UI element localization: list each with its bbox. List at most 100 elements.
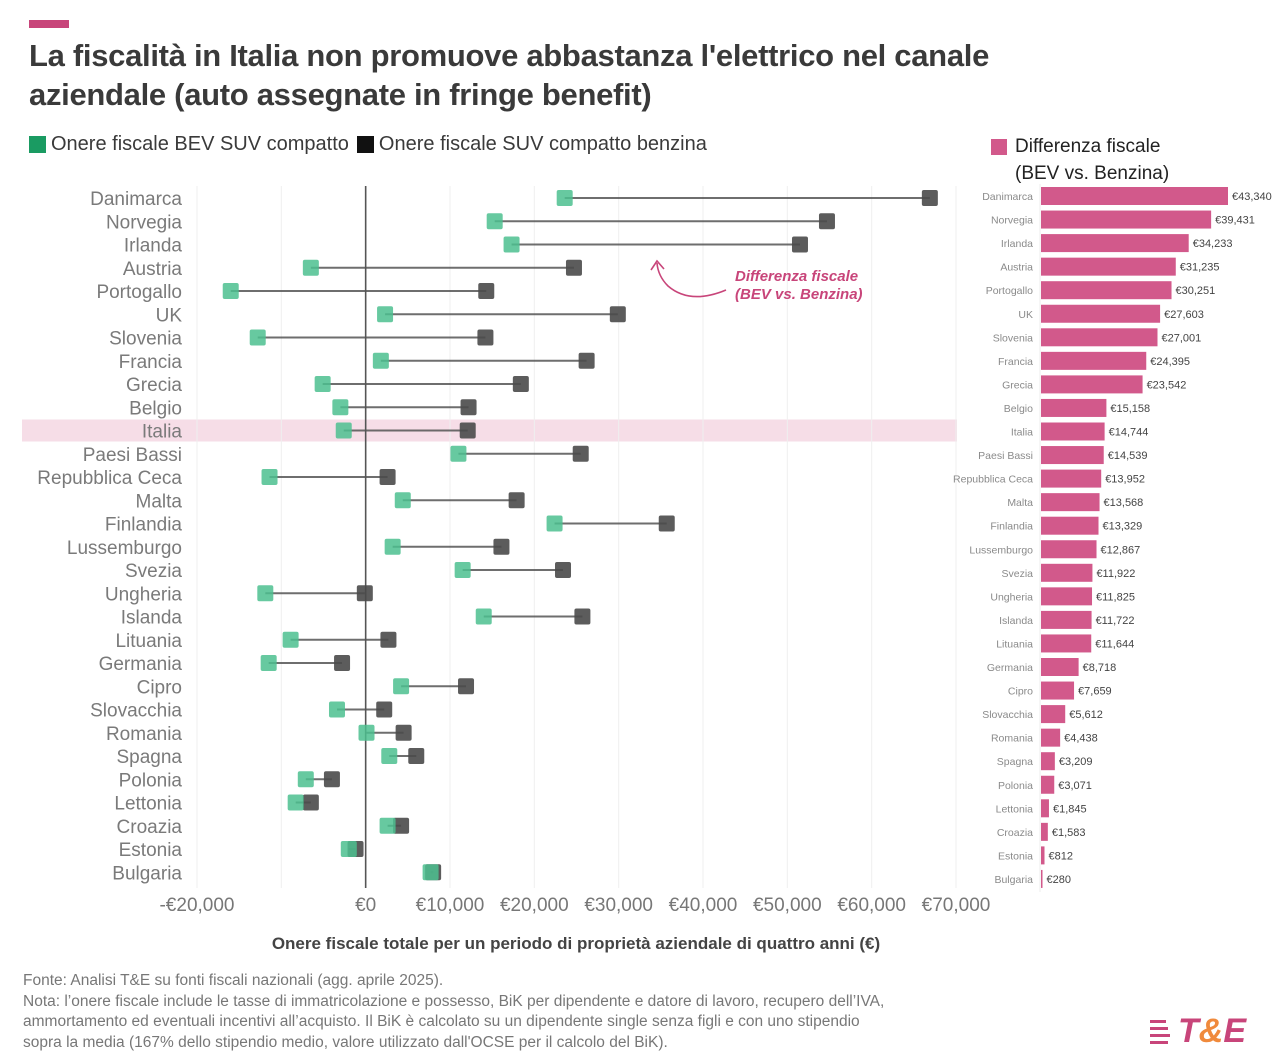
bev-marker: [422, 864, 439, 881]
diff-bar: [1041, 375, 1143, 394]
bar-country-label: Germania: [987, 662, 1033, 674]
diff-bar-value-label: €4,438: [1064, 733, 1098, 745]
bev-marker: [332, 399, 349, 416]
diff-bar: [1041, 563, 1093, 582]
diff-bar-value-label: €27,001: [1162, 332, 1202, 344]
legend-swatch-petrol: [356, 136, 374, 153]
country-label: Italia: [142, 422, 183, 443]
petrol-marker: [477, 329, 494, 346]
petrol-marker: [555, 562, 572, 578]
bev-marker: [384, 538, 401, 555]
bar-country-label: Irlanda: [1001, 238, 1033, 250]
bev-marker: [287, 794, 304, 811]
diff-bar-value-label: €34,233: [1193, 238, 1233, 250]
bev-marker: [454, 562, 471, 578]
bar-country-label: Repubblica Ceca: [953, 474, 1033, 486]
petrol-marker: [478, 283, 495, 299]
bar-country-label: Finlandia: [990, 521, 1033, 533]
country-label: Svezia: [125, 561, 182, 582]
diff-bar: [1041, 610, 1092, 629]
bar-country-label: Slovacchia: [982, 709, 1033, 721]
bev-marker: [546, 515, 563, 532]
diff-bar-value-label: €11,825: [1096, 591, 1135, 603]
country-label: Lituania: [115, 631, 182, 652]
bev-marker: [328, 701, 345, 718]
diff-bar: [1041, 469, 1102, 488]
bev-marker: [335, 422, 352, 439]
petrol-marker: [380, 631, 397, 648]
bar-country-label: Francia: [998, 356, 1033, 368]
bar-country-label: Portogallo: [986, 285, 1033, 297]
legend-label-bev: Onere fiscale BEV SUV compatto: [51, 133, 349, 155]
country-label: Slovenia: [109, 329, 182, 350]
diff-bar-value-label: €3,071: [1058, 780, 1092, 792]
petrol-marker: [395, 724, 412, 741]
petrol-marker: [578, 352, 595, 369]
footer-source: Fonte: Analisi T&E su fonti fiscali nazi…: [23, 972, 444, 989]
country-label: Malta: [136, 491, 183, 512]
petrol-marker: [572, 445, 589, 462]
bev-marker: [556, 190, 573, 206]
country-label: Estonia: [119, 840, 183, 861]
diff-bar-value-label: €13,568: [1104, 497, 1144, 509]
petrol-marker: [921, 190, 938, 206]
bar-country-label: Estonia: [998, 850, 1033, 862]
diff-bar-value-label: €39,431: [1215, 215, 1255, 227]
diff-bar: [1041, 822, 1048, 841]
bar-country-label: Malta: [1007, 497, 1033, 509]
bar-country-label: Cipro: [1008, 686, 1033, 698]
country-label: Lussemburgo: [67, 538, 182, 559]
country-label: Lettonia: [114, 794, 182, 815]
petrol-marker: [508, 492, 525, 509]
diff-bar: [1041, 587, 1093, 606]
petrol-marker: [379, 469, 396, 485]
diff-bar: [1041, 304, 1161, 323]
petrol-marker: [408, 748, 425, 764]
diff-bar-value-label: €15,158: [1110, 403, 1150, 415]
country-label: Paesi Bassi: [83, 445, 182, 466]
diff-bar: [1041, 398, 1107, 417]
logo-lines-icon: [1150, 1018, 1170, 1046]
country-label: Austria: [123, 259, 183, 280]
footer-note-line3: sopra la media (167% dello stipendio med…: [23, 1033, 668, 1051]
bar-country-label: Grecia: [1002, 379, 1033, 391]
petrol-marker: [493, 538, 510, 555]
x-tick-label: -€20,000: [159, 895, 234, 916]
title-line-2: aziendale (auto assegnate in fringe bene…: [29, 77, 652, 112]
diff-bar-value-label: €11,922: [1096, 568, 1135, 580]
diff-bar: [1041, 493, 1100, 512]
bev-marker: [222, 283, 239, 299]
petrol-marker: [818, 213, 835, 230]
x-tick-label: €40,000: [669, 895, 738, 916]
diff-bar: [1041, 775, 1055, 794]
diff-bar: [1041, 752, 1055, 771]
petrol-marker: [458, 678, 475, 695]
x-tick-label: €30,000: [584, 895, 653, 916]
diff-bar: [1041, 540, 1097, 559]
country-label: Francia: [119, 352, 183, 373]
country-label: Cipro: [137, 677, 182, 698]
bev-marker: [393, 678, 410, 695]
petrol-marker: [376, 701, 393, 718]
diff-bar-value-label: €11,644: [1095, 638, 1134, 650]
country-label: Irlanda: [124, 236, 183, 257]
highlight-row-italia: [22, 419, 957, 442]
diff-bar: [1041, 728, 1061, 747]
diff-bar: [1041, 799, 1049, 818]
chart-title: La fiscalità in Italia non promuove abba…: [29, 36, 1029, 114]
title-line-1: La fiscalità in Italia non promuove abba…: [29, 38, 990, 73]
diff-bar-value-label: €14,539: [1108, 450, 1148, 462]
x-tick-label: €10,000: [416, 895, 485, 916]
annotation-line2: (BEV vs. Benzina): [735, 286, 863, 303]
petrol-marker: [323, 771, 340, 788]
diff-bar: [1041, 869, 1043, 888]
bev-marker: [282, 631, 299, 648]
bar-country-label: Svezia: [1001, 568, 1033, 580]
diff-bar-value-label: €1,845: [1053, 803, 1087, 815]
petrol-marker: [393, 817, 410, 834]
diff-bar-value-label: €13,329: [1103, 521, 1143, 533]
bar-country-label: Belgio: [1004, 403, 1033, 415]
x-tick-label: €60,000: [837, 895, 906, 916]
title-accent-bar: [29, 20, 69, 28]
